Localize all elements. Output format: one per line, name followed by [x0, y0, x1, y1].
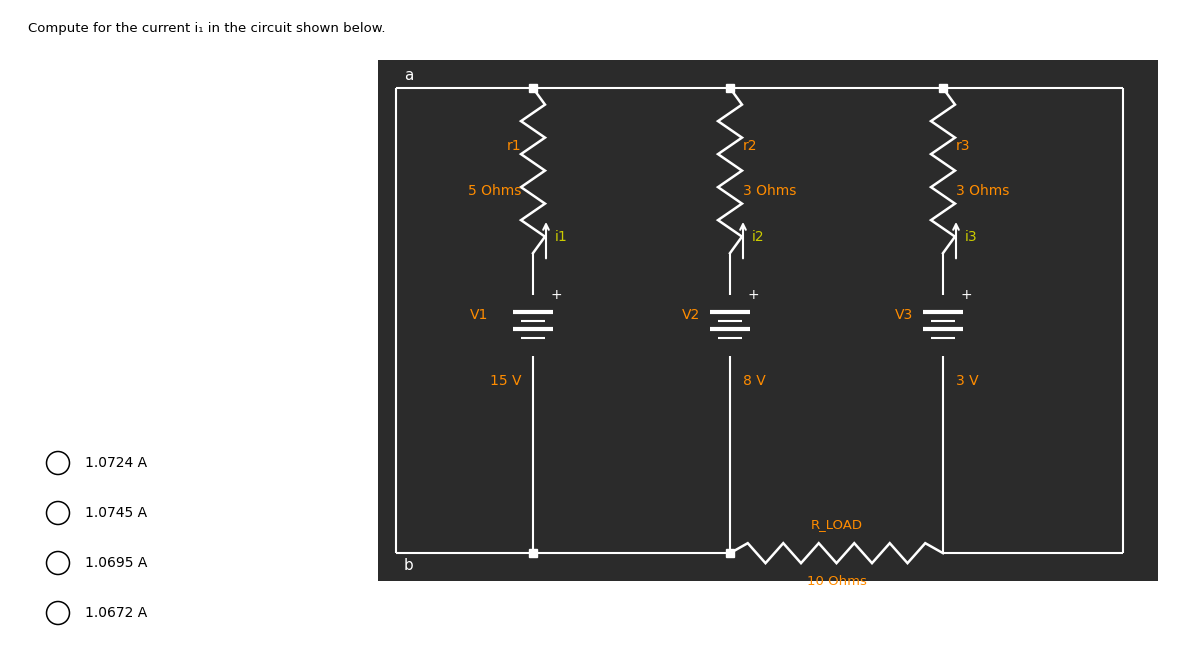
Text: 1.0695 A: 1.0695 A — [85, 556, 148, 570]
Text: 3 Ohms: 3 Ohms — [743, 184, 797, 198]
Text: 8 V: 8 V — [743, 373, 766, 387]
Text: V1: V1 — [469, 308, 488, 322]
Text: r1: r1 — [506, 139, 521, 152]
Text: i3: i3 — [965, 230, 978, 244]
FancyBboxPatch shape — [378, 60, 1158, 581]
Text: 3 V: 3 V — [956, 373, 979, 387]
Text: 3 Ohms: 3 Ohms — [956, 184, 1009, 198]
Text: V3: V3 — [895, 308, 913, 322]
Text: i1: i1 — [554, 230, 568, 244]
Text: R_LOAD: R_LOAD — [810, 518, 863, 531]
Text: 15 V: 15 V — [490, 373, 521, 387]
Text: V2: V2 — [682, 308, 700, 322]
Text: +: + — [550, 288, 562, 302]
Text: Compute for the current i₁ in the circuit shown below.: Compute for the current i₁ in the circui… — [28, 22, 385, 35]
Text: 10 Ohms: 10 Ohms — [806, 575, 866, 588]
Text: +: + — [960, 288, 972, 302]
Text: b: b — [404, 558, 414, 573]
Text: 1.0724 A: 1.0724 A — [85, 456, 148, 470]
Text: r2: r2 — [743, 139, 757, 152]
Text: i2: i2 — [752, 230, 764, 244]
Text: 5 Ohms: 5 Ohms — [468, 184, 521, 198]
Text: 1.0745 A: 1.0745 A — [85, 506, 148, 520]
Text: r3: r3 — [956, 139, 971, 152]
Text: 1.0672 A: 1.0672 A — [85, 606, 148, 620]
Text: a: a — [404, 68, 413, 83]
Text: +: + — [748, 288, 758, 302]
